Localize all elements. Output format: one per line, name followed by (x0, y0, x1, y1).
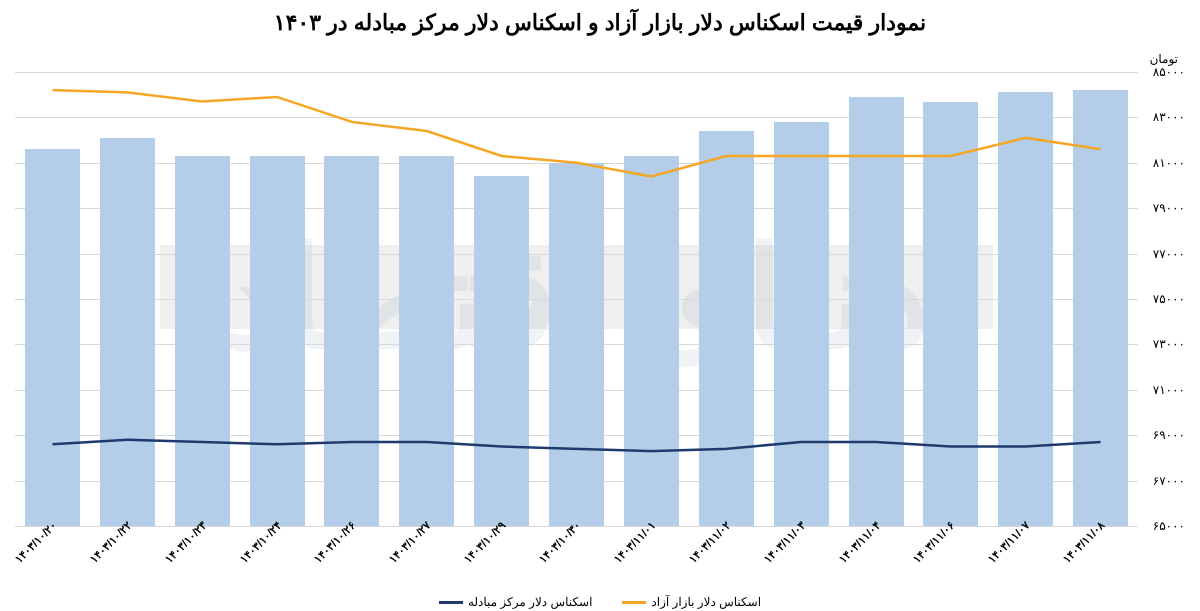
legend-swatch-2 (439, 601, 463, 604)
bar (549, 163, 604, 526)
y-tick-label: ۶۹۰۰۰ (1140, 428, 1185, 442)
bar (250, 156, 305, 526)
x-tick-label: ۱۴۰۳/۱۰/۲۷ (386, 518, 467, 599)
y-tick-label: ۸۳۰۰۰ (1140, 110, 1185, 124)
y-tick-label: ۷۱۰۰۰ (1140, 383, 1185, 397)
bar (998, 92, 1053, 526)
y-tick-label: ۷۹۰۰۰ (1140, 201, 1185, 215)
bar (399, 156, 454, 526)
y-tick-label: ۸۵۰۰۰ (1140, 65, 1185, 79)
y-tick-label: ۷۳۰۰۰ (1140, 337, 1185, 351)
x-tick-label: ۱۴۰۳/۱۰/۲۴ (236, 518, 317, 599)
y-tick-label: ۸۱۰۰۰ (1140, 156, 1185, 170)
bars-layer (15, 72, 1138, 526)
legend-item-2: اسکناس دلار مرکز مبادله (439, 595, 592, 609)
legend: اسکناس دلار بازار آزاد اسکناس دلار مرکز … (0, 595, 1200, 609)
y-tick-label: ۶۷۰۰۰ (1140, 474, 1185, 488)
chart-container: نمودار قیمت اسکناس دلار بازار آزاد و اسک… (0, 0, 1200, 611)
bar (474, 176, 529, 526)
x-tick-label: ۱۴۰۳/۱۱/۰۷ (985, 518, 1066, 599)
x-tick-label: ۱۴۰۳/۱۰/۲۰ (12, 518, 93, 599)
bar (1073, 90, 1128, 526)
y-axis-label: تومان (1150, 52, 1178, 66)
bar (624, 156, 679, 526)
x-tick-label: ۱۴۰۳/۱۰/۲۶ (311, 518, 392, 599)
bar (849, 97, 904, 526)
x-tick-label: ۱۴۰۳/۱۰/۲۳ (162, 518, 243, 599)
x-tick-label: ۱۴۰۳/۱۰/۳۰ (536, 518, 617, 599)
plot-area: دنیای اقتصاد (15, 72, 1138, 526)
x-labels: ۱۴۰۳/۱۰/۲۰۱۴۰۳/۱۰/۲۲۱۴۰۳/۱۰/۲۳۱۴۰۳/۱۰/۲۴… (15, 529, 1138, 589)
bar (25, 149, 80, 526)
bar (175, 156, 230, 526)
y-tick-label: ۷۷۰۰۰ (1140, 247, 1185, 261)
bar (324, 156, 379, 526)
x-tick-label: ۱۴۰۳/۱۰/۲۹ (461, 518, 542, 599)
legend-item-1: اسکناس دلار بازار آزاد (622, 595, 761, 609)
chart-title: نمودار قیمت اسکناس دلار بازار آزاد و اسک… (15, 10, 1185, 36)
legend-swatch-1 (622, 601, 646, 604)
legend-label-1: اسکناس دلار بازار آزاد (651, 595, 761, 609)
x-tick-label: ۱۴۰۳/۱۱/۰۴ (835, 518, 916, 599)
bar (100, 138, 155, 526)
legend-label-2: اسکناس دلار مرکز مبادله (468, 595, 592, 609)
x-tick-label: ۱۴۰۳/۱۰/۲۲ (87, 518, 168, 599)
bar (699, 131, 754, 526)
x-tick-label: ۱۴۰۳/۱۱/۰۱ (611, 518, 692, 599)
x-tick-label: ۱۴۰۳/۱۱/۰۳ (760, 518, 841, 599)
x-tick-label: ۱۴۰۳/۱۱/۰۲ (686, 518, 767, 599)
bar (774, 122, 829, 526)
x-tick-label: ۱۴۰۳/۱۱/۰۶ (910, 518, 991, 599)
y-tick-label: ۶۵۰۰۰ (1140, 519, 1185, 533)
bar (923, 102, 978, 526)
x-tick-label: ۱۴۰۳/۱۱/۰۸ (1060, 518, 1141, 599)
y-tick-label: ۷۵۰۰۰ (1140, 292, 1185, 306)
